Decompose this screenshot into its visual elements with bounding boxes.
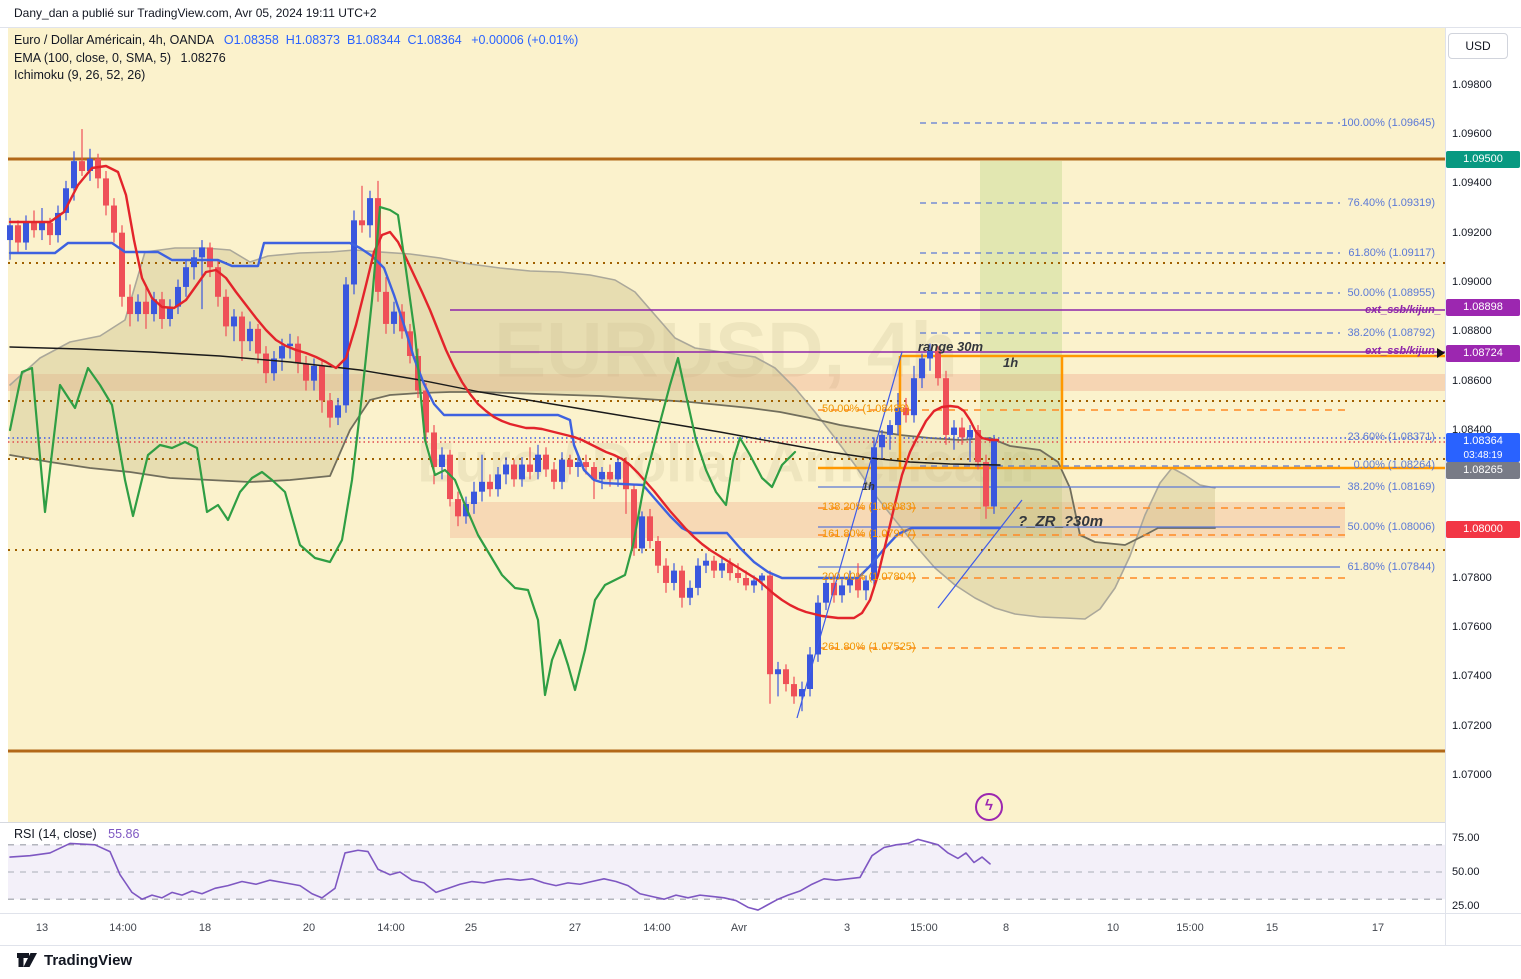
ema-label: EMA (100, close, 0, SMA, 5) xyxy=(14,51,172,65)
tradingview-logo-icon xyxy=(17,953,37,967)
ema-line xyxy=(9,346,1001,466)
ohlc-h: H1.08373 xyxy=(285,33,341,47)
symbol-title: Euro / Dollar Américain, 4h, OANDA xyxy=(14,33,214,47)
tenkan-line xyxy=(8,164,1000,620)
ohlc-b: B1.08344 xyxy=(347,33,401,47)
ohlc-values: O1.08358 H1.08373 B1.08344 C1.08364 xyxy=(217,33,462,47)
rsi-pane xyxy=(8,838,1445,911)
price-levels xyxy=(8,122,1445,753)
ichimoku-label: Ichimoku (9, 26, 52, 26) xyxy=(14,68,146,82)
legend-ichimoku-row[interactable]: Ichimoku (9, 26, 52, 26) xyxy=(14,68,145,82)
chikou-line xyxy=(8,205,797,697)
ohlc-o: O1.08358 xyxy=(223,33,279,47)
legend-ema-row[interactable]: EMA (100, close, 0, SMA, 5) 1.08276 xyxy=(14,51,226,65)
pane-separator[interactable] xyxy=(0,822,1445,823)
tradingview-logo-text: TradingView xyxy=(44,951,133,969)
tradingview-logo[interactable]: TradingView xyxy=(16,947,132,973)
legend-symbol-row[interactable]: Euro / Dollar Américain, 4h, OANDA O1.08… xyxy=(14,33,578,47)
price-axis-separator xyxy=(1445,27,1446,945)
highlight-bands xyxy=(8,161,1445,538)
rsi-bottom-separator xyxy=(0,913,1521,914)
price-arrow-marker xyxy=(1437,348,1445,358)
ohlc-c: C1.08364 xyxy=(407,33,462,47)
candlestick-series xyxy=(7,129,997,712)
rsi-legend-row[interactable]: RSI (14, close) 55.86 xyxy=(14,827,139,841)
time-axis-border xyxy=(0,945,1521,946)
flash-icon[interactable]: ϟ xyxy=(975,793,1003,821)
publish-bar: Dany_dan a publié sur TradingView.com, A… xyxy=(0,0,1521,28)
currency-toggle-button[interactable]: USD xyxy=(1448,33,1508,59)
kijun-line xyxy=(8,241,1002,580)
ema-value: 1.08276 xyxy=(180,51,226,65)
rsi-value: 55.86 xyxy=(108,827,140,841)
change-value: +0.00006 (+0.01%) xyxy=(471,33,579,47)
rsi-label: RSI (14, close) xyxy=(14,827,97,841)
publish-text: Dany_dan a publié sur TradingView.com, A… xyxy=(14,6,377,20)
trendlines[interactable] xyxy=(796,351,1023,719)
